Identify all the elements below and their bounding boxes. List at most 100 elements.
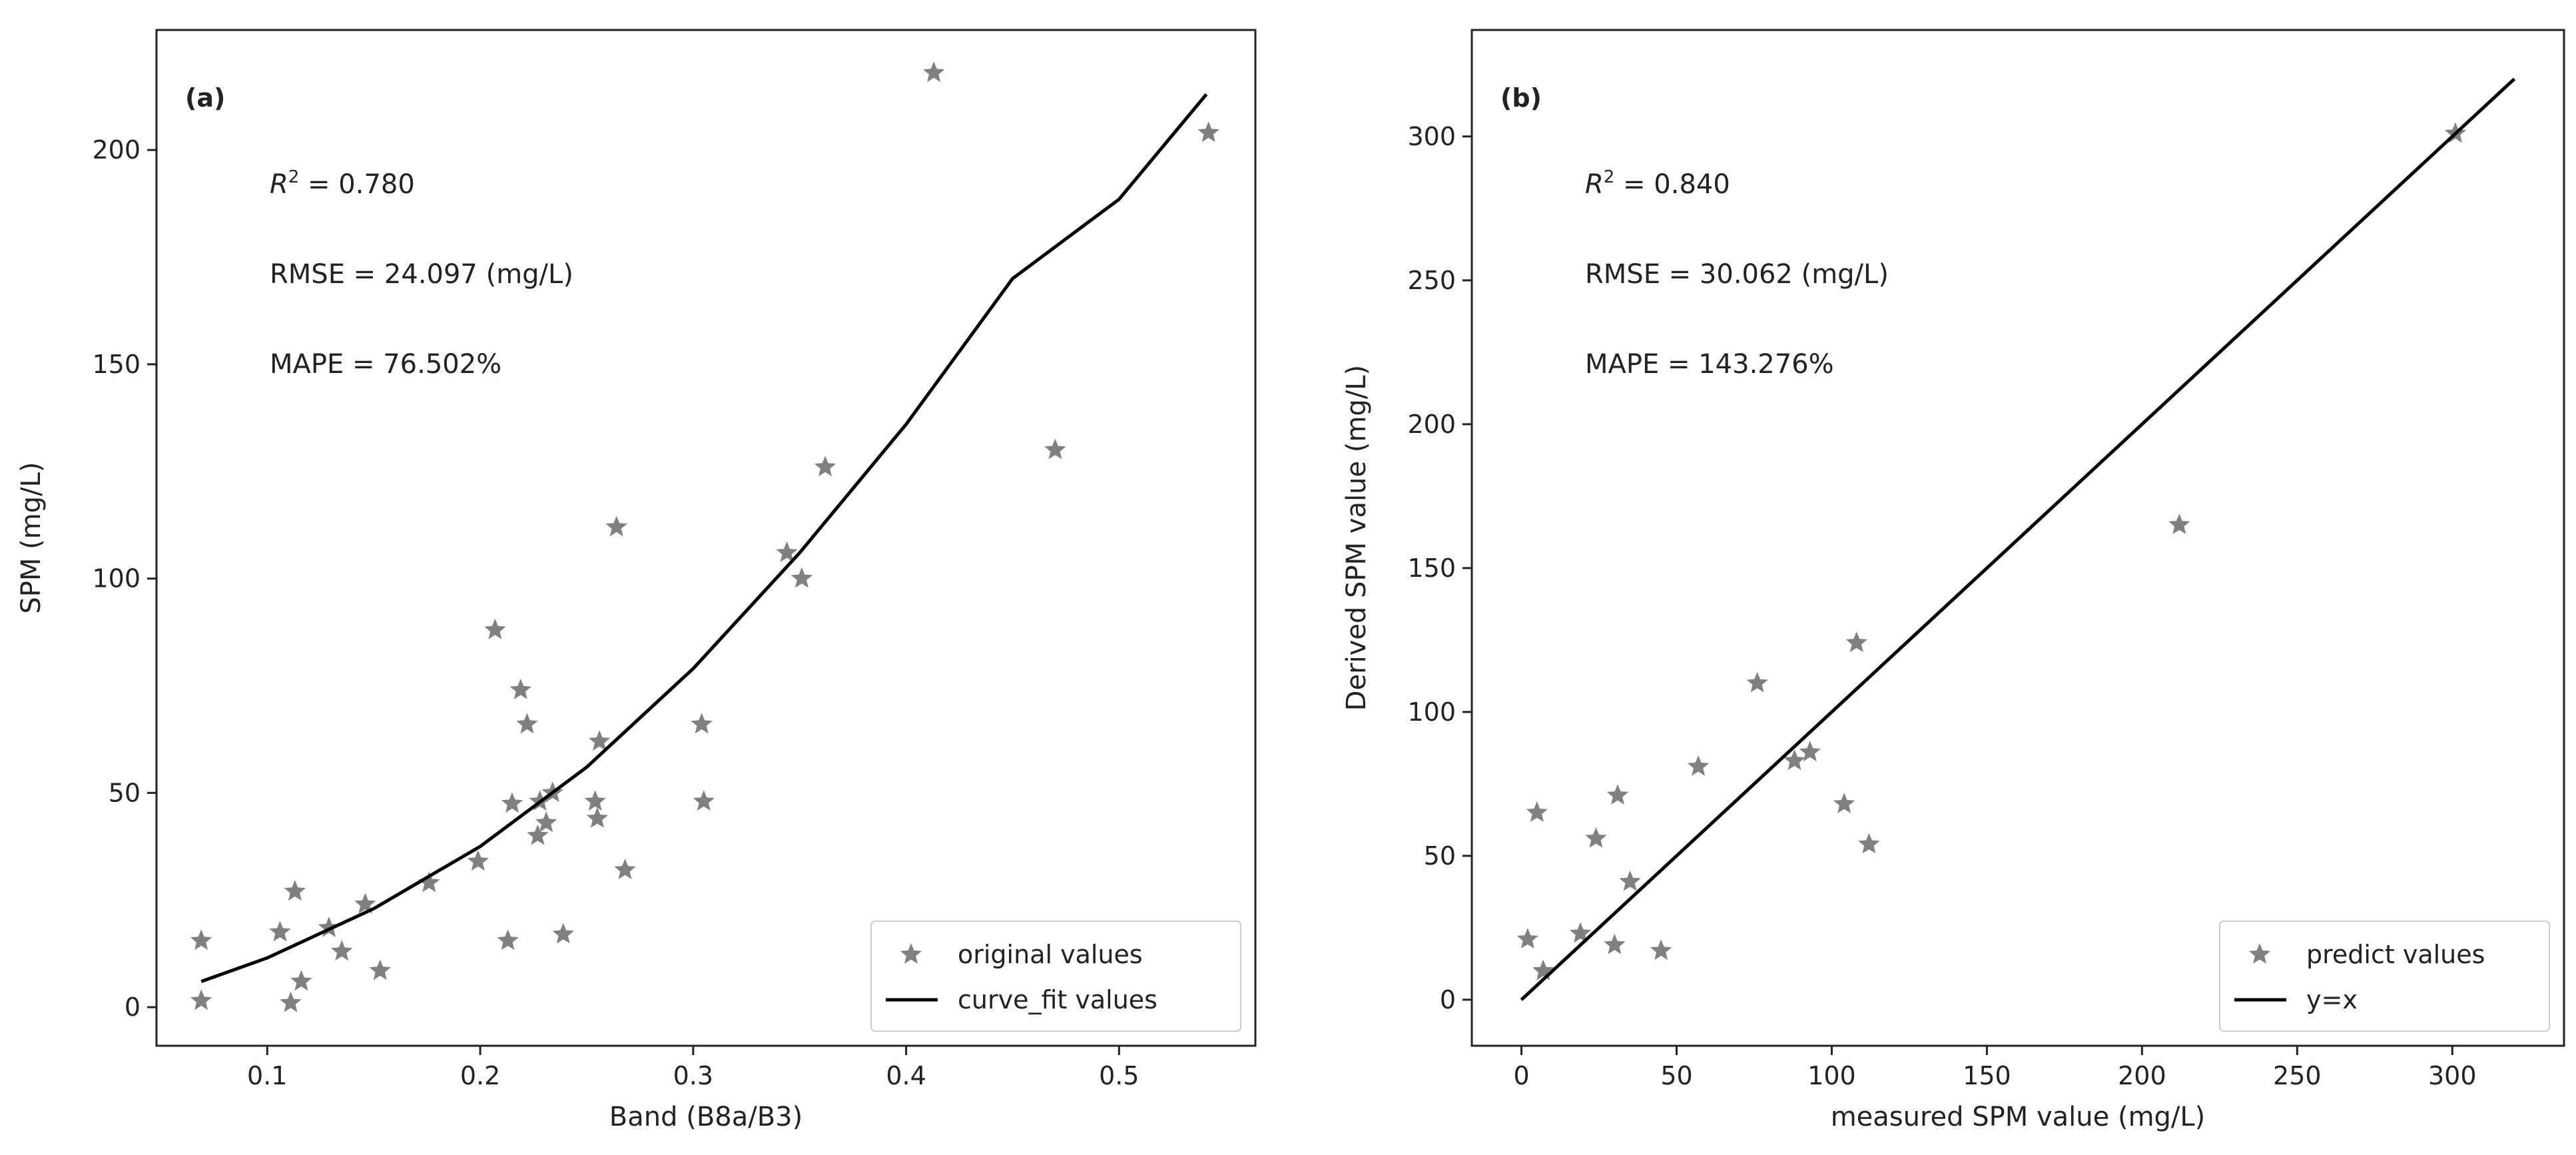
- panel-a-legend-box: [870, 921, 1241, 1032]
- panel-a-legend: original values curve_fit values: [870, 921, 1241, 1032]
- panel-b-data-point-1: [1516, 928, 1538, 949]
- panel-a-data-point-26: [605, 516, 627, 537]
- panel-b-y-tick-label-1: 0: [1440, 985, 1456, 1014]
- panel-b-data-point-15: [1845, 631, 1867, 652]
- panel-a-data-point-25: [588, 730, 611, 751]
- panel-a-data-point-10: [369, 959, 391, 980]
- panel-b-data-point-17: [2168, 514, 2190, 534]
- panel-a-r-squared: R2 = 0.780: [270, 167, 415, 200]
- panel-b-data-point-9: [1650, 939, 1672, 961]
- panel-a-legend-line-label: curve_fit values: [958, 985, 1157, 1014]
- panel-a-data-point-35: [1197, 121, 1219, 143]
- panel-b-axes-frame: [1470, 29, 2565, 1047]
- panel-a-data-point-14: [497, 929, 519, 951]
- panel-a-data-point-16: [509, 678, 531, 699]
- panel-b-y-tick-label-7: 300: [1407, 122, 1456, 151]
- panel-b-fit-line: [1520, 77, 2516, 1001]
- panel-a-y-tick-label-4: 150: [92, 350, 141, 379]
- panel-a-data-point-7: [318, 917, 340, 937]
- panel-b-x-tick-label-4: 150: [1963, 1061, 2011, 1090]
- panel-b-data-point-7: [1606, 784, 1629, 805]
- panel-a-data-point-12: [467, 850, 489, 871]
- panel-b-data-point-5: [1585, 827, 1607, 848]
- panel-a-y-tick-label-3: 100: [92, 564, 141, 593]
- panel-b-tag: (b): [1500, 83, 1542, 113]
- panel-a-x-tick-label-2: 0.2: [460, 1061, 500, 1090]
- panel-a-axes-frame: [155, 29, 1257, 1047]
- panel-b-legend-scatter-label: predict values: [2306, 940, 2485, 969]
- panel-b-data-point-6: [1604, 933, 1626, 955]
- panel-a-data-point-29: [693, 790, 715, 811]
- panel-b-y-axis-label: Derived SPM value (mg/L): [1341, 365, 1372, 711]
- panel-b-r-squared-value: = 0.840: [1614, 169, 1730, 200]
- panel-a-data-point-27: [614, 859, 636, 879]
- panel-a-tag: (a): [185, 83, 225, 113]
- panel-a-data-point-23: [584, 790, 606, 811]
- panel-a-x-tick-label-4: 0.4: [886, 1061, 926, 1090]
- panel-b-x-tick-label-2: 50: [1660, 1061, 1692, 1090]
- panel-a-data-point-4: [284, 880, 306, 901]
- panel-a-chart: 0.1 0.2 0.3 0.4 0.5 0 50 100 150 200 (a) R2 = 0.7…: [16, 29, 1257, 1132]
- panel-a-data-point-28: [691, 713, 713, 734]
- panel-a-ticks: 0.1 0.2 0.3 0.4 0.5 0 50 100 150 200: [92, 135, 1139, 1090]
- panel-b-x-axis-label: measured SPM value (mg/L): [1831, 1102, 2206, 1132]
- panel-b-y-tick-label-6: 250: [1407, 266, 1456, 295]
- panel-b-data-point-13: [1799, 741, 1821, 762]
- panel-a-legend-star-marker: [900, 943, 922, 964]
- panel-b-y-tick-label-3: 100: [1407, 697, 1456, 727]
- panel-b-data-point-16: [1858, 833, 1880, 854]
- panel-b-data-point-11: [1746, 671, 1768, 693]
- panel-b-legend-line-label: y=x: [2306, 985, 2358, 1014]
- panel-a-data-point-34: [1044, 438, 1066, 460]
- panel-b-x-tick-label-6: 250: [2273, 1061, 2322, 1090]
- panel-a-y-tick-label-5: 200: [92, 135, 141, 165]
- panel-a-x-tick-label-3: 0.3: [673, 1061, 713, 1090]
- panel-b-legend-marker-icon: [2248, 943, 2271, 964]
- panel-a-rmse: RMSE = 24.097 (mg/L): [270, 259, 573, 290]
- panel-a-r-superscript: 2: [288, 167, 300, 187]
- panel-a-data-point-6: [290, 970, 312, 991]
- panel-a-data-point-20: [535, 811, 557, 833]
- panel-a-data-point-30: [776, 542, 798, 562]
- panel-b-data-point-3: [1532, 959, 1554, 980]
- panel-a-data-point-18: [527, 824, 549, 845]
- panel-b-rmse: RMSE = 30.062 (mg/L): [1585, 259, 1889, 290]
- panel-b-data-point-8: [1619, 870, 1641, 891]
- panel-b-x-tick-label-1: 0: [1513, 1061, 1529, 1090]
- panel-b-r-squared: R2 = 0.840: [1585, 167, 1730, 200]
- panel-a-legend-scatter-label: original values: [958, 940, 1143, 969]
- panel-b-r-superscript: 2: [1604, 167, 1615, 187]
- panel-a-data-point-3: [269, 921, 291, 942]
- panel-a-fit-line: [200, 93, 1208, 983]
- panel-b-data-point-14: [1833, 793, 1855, 813]
- panel-b-data-point-12: [1783, 749, 1805, 771]
- panel-a-data-point-11: [418, 871, 440, 893]
- panel-b-data-point-2: [1526, 801, 1548, 822]
- panel-a-series-layer: [190, 61, 1219, 1012]
- panel-a-data-point-33: [923, 61, 945, 83]
- panel-a-data-point-22: [552, 923, 574, 944]
- panel-a-y-tick-label-2: 50: [109, 778, 141, 807]
- panel-a-data-point-2: [190, 989, 212, 1010]
- panel-b-data-point-10: [1687, 755, 1710, 776]
- panel-a-r-squared-value: = 0.780: [299, 169, 414, 200]
- panel-b-y-tick-label-4: 150: [1407, 554, 1456, 583]
- panel-b-y-tick-label-5: 200: [1407, 410, 1456, 439]
- panel-b-legend-star-marker: [2248, 943, 2271, 964]
- panel-a-data-point-8: [331, 940, 353, 961]
- panel-a-data-point-17: [516, 713, 538, 734]
- panel-b-y-tick-label-2: 50: [1424, 841, 1456, 871]
- panel-b-mape: MAPE = 143.276%: [1585, 349, 1834, 380]
- panel-a-y-tick-label-1: 0: [125, 992, 141, 1022]
- panel-a-x-tick-label-1: 0.1: [247, 1061, 287, 1090]
- panel-a-r-symbol: R: [270, 169, 288, 200]
- panel-b-legend-box: [2219, 921, 2550, 1032]
- panel-a-data-point-24: [586, 807, 609, 828]
- panel-b-x-tick-label-3: 100: [1807, 1061, 1856, 1090]
- panel-a-x-axis-label: Band (B8a/B3): [609, 1102, 803, 1132]
- panel-b-chart: 0 50 100 150 200 250 300 0 50 100 150 200 250 300 (b)…: [1341, 29, 2565, 1132]
- panel-a-data-point-13: [484, 618, 506, 639]
- panel-a-legend-marker-icon: [900, 943, 922, 964]
- panel-b-legend: predict values y=x: [2219, 921, 2550, 1032]
